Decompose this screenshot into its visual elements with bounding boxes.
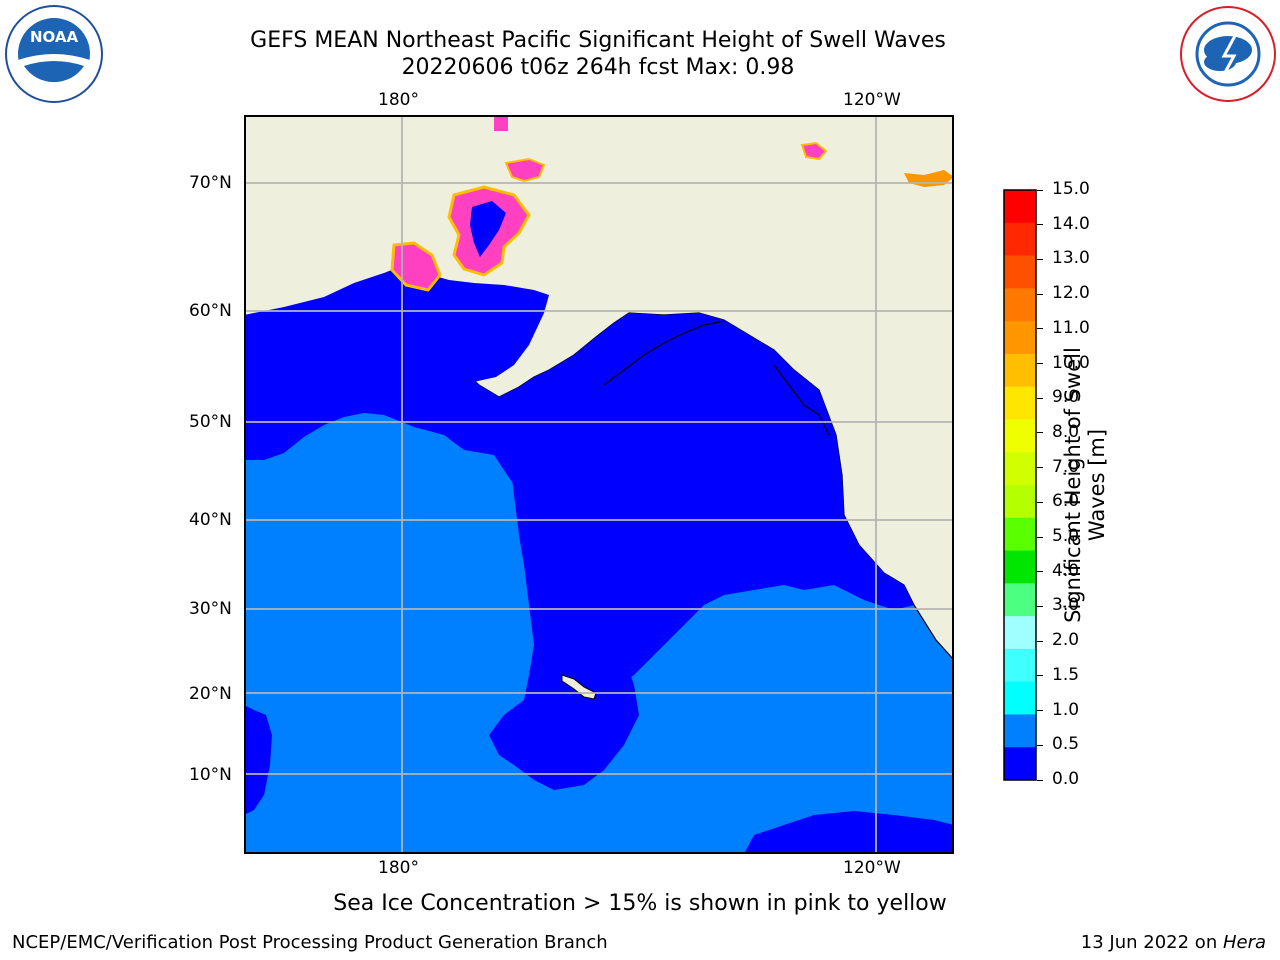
coastline-alaska [603, 320, 725, 386]
swell-field-central [489, 410, 714, 790]
map-gridlines [244, 115, 954, 854]
colorbar-tick-mark [1037, 640, 1043, 642]
sea-ice-patch-5 [800, 141, 828, 161]
colorbar-swatch [1004, 583, 1036, 617]
colorbar-tick-label: 13.0 [1052, 248, 1090, 269]
colorbar-tick-label: 6.0 [1052, 491, 1080, 512]
colorbar-tick-mark [1037, 501, 1043, 503]
colorbar-swatch [1004, 517, 1036, 552]
noaa-logo: NOAA [4, 4, 104, 104]
colorbar-swatch [1004, 550, 1036, 584]
sea-ice-note: Sea Ice Concentration > 15% is shown in … [0, 891, 1280, 916]
lon-label-top-120w: 120°W [843, 90, 901, 110]
chart-subtitle: 20220606 t06z 264h fcst Max: 0.98 [401, 55, 795, 80]
footer-right: 13 Jun 2022 on Hera [1081, 932, 1266, 953]
map-svg [244, 115, 954, 854]
lat-label-20n: 20°N [189, 684, 232, 704]
lat-label-70n: 70°N [189, 173, 232, 193]
colorbar-frame [1003, 189, 1037, 781]
map-panel [244, 115, 954, 854]
colorbar-tick-mark [1037, 744, 1043, 746]
colorbar-tick-mark [1037, 675, 1043, 677]
colorbar-tick-label: 9.0 [1052, 387, 1080, 408]
lat-label-50n: 50°N [189, 412, 232, 432]
sea-ice-patch-4 [504, 157, 546, 183]
colorbar-tick-label: 14.0 [1052, 213, 1090, 234]
colorbar-swatch [1004, 747, 1036, 781]
lon-label-bottom-120w: 120°W [843, 858, 901, 878]
colorbar-swatch [1004, 255, 1036, 289]
colorbar-tick-label: 0.5 [1052, 734, 1080, 755]
colorbar-tick-mark [1037, 293, 1043, 295]
colorbar-swatch [1004, 681, 1036, 715]
colorbar-tick-mark [1037, 258, 1043, 260]
colorbar [1003, 189, 1037, 781]
colorbar-tick-label: 4.0 [1052, 560, 1080, 581]
swell-field-west-patch [244, 705, 272, 815]
lat-label-30n: 30°N [189, 599, 232, 619]
colorbar-tick-mark [1037, 467, 1043, 469]
lon-label-top-180: 180° [378, 90, 419, 110]
colorbar-swatch [1004, 190, 1036, 224]
colorbar-tick-mark [1037, 328, 1043, 330]
sea-ice-patch-6 [494, 117, 508, 131]
colorbar-swatch [1004, 616, 1036, 650]
colorbar-tick-label: 11.0 [1052, 317, 1090, 338]
footer-left: NCEP/EMC/Verification Post Processing Pr… [12, 932, 608, 953]
colorbar-tick-label: 7.0 [1052, 456, 1080, 477]
colorbar-tick-mark [1037, 363, 1043, 365]
swell-field-southeast-patch [744, 811, 954, 854]
colorbar-tick-mark [1037, 397, 1043, 399]
lon-label-bottom-180: 180° [378, 858, 419, 878]
colorbar-swatch [1004, 648, 1036, 683]
colorbar-tick-label: 2.0 [1052, 630, 1080, 651]
footer-host: Hera [1222, 932, 1266, 953]
noaa-logo-text: NOAA [30, 28, 79, 46]
chart-title: GEFS MEAN Northeast Pacific Significant … [250, 28, 946, 53]
colorbar-swatch [1004, 714, 1036, 748]
sea-ice-patch-2 [470, 201, 506, 257]
colorbar-label: Significant Height of Swell Waves [m] [1061, 347, 1109, 623]
colorbar-tick-label: 5.0 [1052, 526, 1080, 547]
colorbar-tick-mark [1037, 224, 1043, 226]
sea-ice-patch-3 [390, 241, 442, 292]
footer-date: 13 Jun 2022 on [1080, 932, 1223, 953]
nws-logo [1178, 4, 1278, 104]
colorbar-tick-label: 10.0 [1052, 352, 1090, 373]
colorbar-tick-mark [1037, 571, 1043, 573]
lat-label-10n: 10°N [189, 765, 232, 785]
colorbar-tick-label: 15.0 [1052, 179, 1090, 199]
colorbar-tick-label: 3.0 [1052, 595, 1080, 616]
colorbar-tick-label: 12.0 [1052, 283, 1090, 304]
map-frame [244, 115, 954, 854]
colorbar-tick-mark [1037, 189, 1043, 191]
colorbar-swatch [1004, 288, 1036, 322]
colorbar-swatch [1004, 222, 1036, 257]
colorbar-svg [1003, 189, 1037, 781]
colorbar-tick-mark [1037, 779, 1043, 781]
colorbar-tick-label: 1.0 [1052, 699, 1080, 720]
lat-label-40n: 40°N [189, 510, 232, 530]
colorbar-swatch [1004, 353, 1036, 388]
colorbar-tick-mark [1037, 605, 1043, 607]
colorbar-tick-label: 1.5 [1052, 664, 1080, 685]
colorbar-tick-mark [1037, 536, 1043, 538]
lat-label-60n: 60°N [189, 301, 232, 321]
colorbar-swatch [1004, 452, 1036, 486]
colorbar-tick-mark [1037, 710, 1043, 712]
sea-ice-note-text: Sea Ice Concentration > 15% is shown in … [333, 891, 947, 916]
colorbar-tick-label: 8.0 [1052, 421, 1080, 442]
colorbar-tick-label: 0.0 [1052, 769, 1080, 789]
colorbar-swatch [1004, 321, 1036, 355]
colorbar-swatch [1004, 419, 1036, 453]
colorbar-swatch [1004, 485, 1036, 519]
colorbar-swatch [1004, 386, 1036, 420]
swell-field-bering [244, 265, 549, 421]
colorbar-tick-mark [1037, 432, 1043, 434]
